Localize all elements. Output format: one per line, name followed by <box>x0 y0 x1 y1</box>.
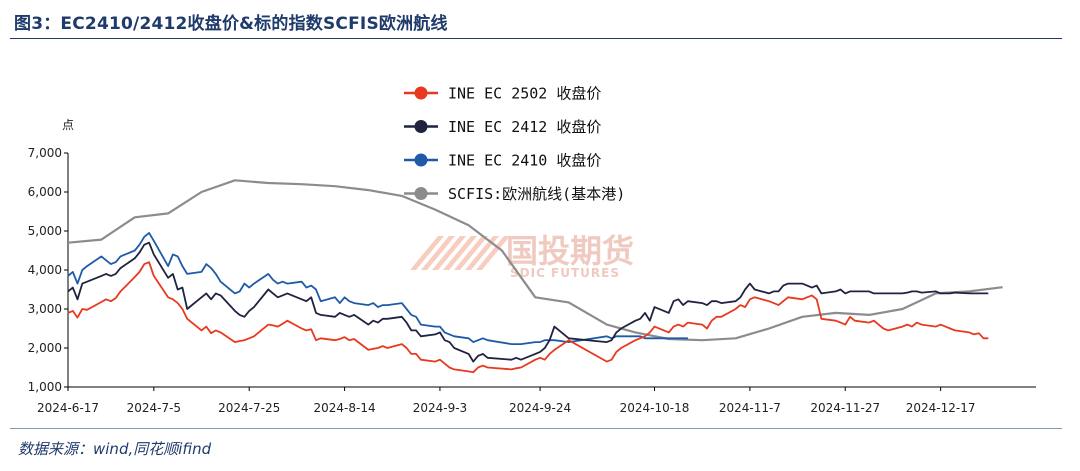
axes: 1,000 2,000 3,000 4,000 5,000 6,000 7,000 2024-… <box>28 146 1036 415</box>
y-tick-label: 2,000 <box>28 341 62 355</box>
x-tick-label: 2024-7-5 <box>127 401 181 415</box>
legend-marker <box>414 120 428 133</box>
y-tick-label: 7,000 <box>28 146 62 160</box>
legend-marker <box>414 86 428 100</box>
x-tick-label: 2024-8-14 <box>314 401 376 415</box>
source-note: 数据来源：wind,同花顺ifind <box>18 440 212 458</box>
watermark-logo-icon <box>410 236 510 270</box>
x-tick-label: 2024-11-27 <box>810 401 880 415</box>
y-tick-label: 3,000 <box>28 302 62 316</box>
watermark-en: SDIC FUTURES <box>510 266 620 280</box>
legend-marker <box>414 187 428 200</box>
y-tick-label: 4,000 <box>28 263 62 277</box>
y-axis-label: 点 <box>62 118 74 132</box>
watermark-stripe <box>476 236 510 270</box>
watermark-stripe <box>443 236 477 270</box>
watermark-stripe <box>465 236 499 270</box>
series-lines <box>67 179 1003 374</box>
legend-label: SCFIS:欧洲航线(基本港) <box>448 185 625 203</box>
x-tick-label: 2024-9-3 <box>413 401 467 415</box>
y-tick-label: 6,000 <box>28 185 62 199</box>
x-tick-label: 2024-11-7 <box>719 401 781 415</box>
title-rule <box>10 38 1062 39</box>
watermark-stripe <box>432 236 466 270</box>
legend-label: INE EC 2502 收盘价 <box>448 85 601 103</box>
x-tick-label: 2024-6-17 <box>37 401 99 415</box>
x-tick-label: 2024-7-25 <box>218 401 280 415</box>
series-line-ec2410 <box>67 232 688 345</box>
watermark: 国投期货 SDIC FUTURES <box>410 232 634 280</box>
legend-label: INE EC 2412 收盘价 <box>448 118 601 136</box>
series-line-ec2502 <box>67 261 989 374</box>
series-line-ec2412 <box>67 241 989 363</box>
x-tick-label: 2024-10-18 <box>620 401 690 415</box>
legend-label: INE EC 2410 收盘价 <box>448 152 601 170</box>
figure-title: 图3：EC2410/2412收盘价&标的指数SCFIS欧洲航线 <box>14 14 448 34</box>
series-line-scfis <box>67 179 1003 342</box>
watermark-stripe <box>410 236 444 270</box>
y-tick-label: 1,000 <box>28 380 62 394</box>
watermark-stripe <box>421 236 455 270</box>
line-chart: 国投期货 SDIC FUTURES 1,000 2,000 3,000 4,000 5,… <box>28 85 1036 415</box>
watermark-cn: 国投期货 <box>506 232 634 270</box>
x-tick-label: 2024-9-24 <box>509 401 571 415</box>
x-tick-label: 2024-12-17 <box>906 401 976 415</box>
source-rule <box>10 428 1062 429</box>
legend: INE EC 2502 收盘价 INE EC 2412 收盘价 INE EC 241… <box>404 85 625 203</box>
watermark-stripe <box>454 236 488 270</box>
legend-marker <box>414 153 428 167</box>
y-tick-label: 5,000 <box>28 224 62 238</box>
